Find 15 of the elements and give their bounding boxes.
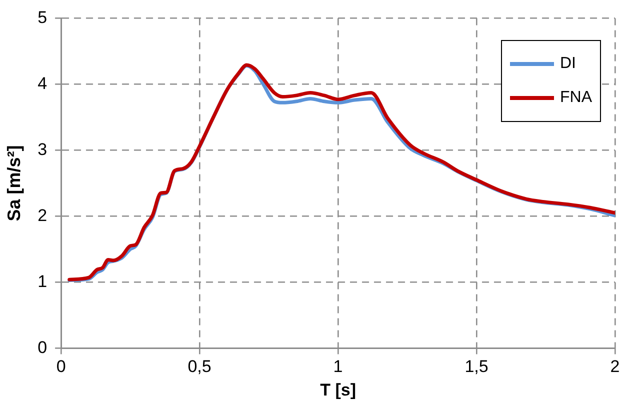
- x-axis-title: T [s]: [320, 380, 356, 400]
- y-tick-label: 3: [38, 140, 48, 159]
- x-tick-label: 0: [56, 357, 66, 376]
- x-tick-label: 2: [610, 357, 620, 376]
- x-tick-label: 1,5: [464, 357, 488, 376]
- y-tick-label: 1: [38, 272, 48, 291]
- y-tick-label: 0: [38, 338, 48, 357]
- y-tick-label: 4: [38, 74, 48, 93]
- y-axis-title: Sa [m/s²]: [4, 145, 24, 222]
- x-tick-label: 0,5: [188, 357, 212, 376]
- x-tick-label: 1: [333, 357, 343, 376]
- legend-label: DI: [560, 55, 576, 73]
- y-tick-label: 5: [38, 8, 48, 27]
- y-tick-label: 2: [38, 206, 48, 225]
- legend-label: FNA: [560, 89, 592, 107]
